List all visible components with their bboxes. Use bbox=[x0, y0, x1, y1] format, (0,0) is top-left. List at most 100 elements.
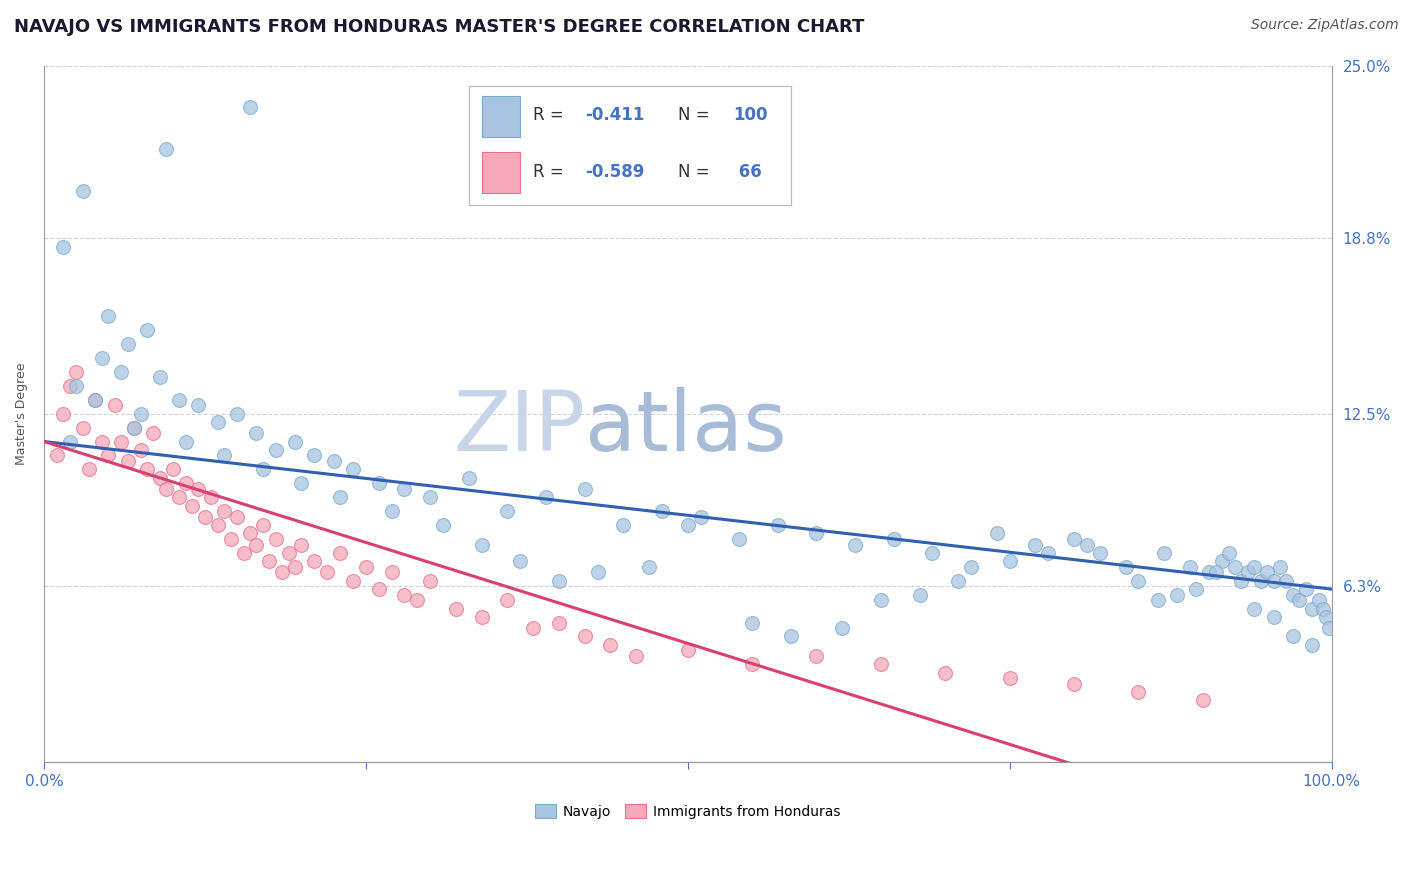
Point bbox=[806, 648, 828, 663]
Point bbox=[1191, 693, 1213, 707]
Point bbox=[90, 434, 112, 449]
Point bbox=[316, 566, 339, 580]
Point bbox=[284, 434, 307, 449]
Point bbox=[1223, 559, 1246, 574]
Point bbox=[612, 518, 634, 533]
Point bbox=[883, 532, 905, 546]
Point bbox=[65, 365, 87, 379]
Point bbox=[946, 574, 969, 588]
Point bbox=[59, 379, 82, 393]
Point bbox=[59, 434, 82, 449]
Point bbox=[381, 504, 404, 518]
Point bbox=[122, 420, 145, 434]
Text: NAVAJO VS IMMIGRANTS FROM HONDURAS MASTER'S DEGREE CORRELATION CHART: NAVAJO VS IMMIGRANTS FROM HONDURAS MASTE… bbox=[14, 18, 865, 36]
Point bbox=[329, 490, 352, 504]
Point bbox=[1288, 593, 1310, 607]
Point bbox=[264, 532, 287, 546]
Point bbox=[245, 426, 267, 441]
Point bbox=[1263, 610, 1285, 624]
Point bbox=[1243, 601, 1265, 615]
Point bbox=[1088, 546, 1111, 560]
Point bbox=[252, 462, 274, 476]
Point bbox=[921, 546, 943, 560]
Point bbox=[471, 537, 494, 551]
Point bbox=[689, 509, 711, 524]
Point bbox=[219, 532, 242, 546]
Point bbox=[394, 588, 416, 602]
Point bbox=[304, 449, 326, 463]
Point bbox=[97, 309, 120, 323]
Point bbox=[394, 482, 416, 496]
Point bbox=[239, 526, 262, 541]
Point bbox=[97, 449, 120, 463]
Point bbox=[908, 588, 931, 602]
Point bbox=[304, 554, 326, 568]
Point bbox=[110, 365, 132, 379]
Point bbox=[290, 537, 312, 551]
Point bbox=[1312, 601, 1334, 615]
Point bbox=[136, 462, 159, 476]
Point bbox=[84, 392, 107, 407]
Point bbox=[381, 566, 404, 580]
Point bbox=[290, 476, 312, 491]
Point bbox=[1243, 559, 1265, 574]
Point bbox=[1268, 559, 1291, 574]
Point bbox=[638, 559, 661, 574]
Point bbox=[1128, 685, 1150, 699]
Point bbox=[52, 239, 75, 253]
Point bbox=[444, 601, 467, 615]
Legend: Navajo, Immigrants from Honduras: Navajo, Immigrants from Honduras bbox=[530, 798, 846, 824]
Point bbox=[167, 392, 190, 407]
Point bbox=[1308, 593, 1330, 607]
Point bbox=[599, 638, 621, 652]
Point bbox=[1317, 621, 1340, 635]
Point bbox=[65, 379, 87, 393]
Point bbox=[252, 518, 274, 533]
Point bbox=[960, 559, 983, 574]
Point bbox=[367, 476, 389, 491]
Point bbox=[676, 518, 699, 533]
Point bbox=[509, 554, 531, 568]
Point bbox=[1282, 629, 1305, 643]
Point bbox=[174, 434, 197, 449]
Point bbox=[200, 490, 222, 504]
Point bbox=[1115, 559, 1137, 574]
Point bbox=[117, 337, 139, 351]
Point bbox=[741, 657, 763, 672]
Point bbox=[766, 518, 789, 533]
Point bbox=[342, 574, 364, 588]
Point bbox=[122, 420, 145, 434]
Point bbox=[271, 566, 294, 580]
Point bbox=[831, 621, 853, 635]
Point bbox=[676, 643, 699, 657]
Point bbox=[534, 490, 557, 504]
Point bbox=[155, 142, 177, 156]
Point bbox=[212, 504, 235, 518]
Point bbox=[496, 504, 519, 518]
Point bbox=[84, 392, 107, 407]
Point bbox=[471, 610, 494, 624]
Point bbox=[194, 509, 217, 524]
Point bbox=[45, 449, 67, 463]
Point bbox=[181, 499, 204, 513]
Point bbox=[432, 518, 454, 533]
Point bbox=[1185, 582, 1208, 596]
Point bbox=[239, 100, 262, 114]
Point bbox=[806, 526, 828, 541]
Point bbox=[1230, 574, 1253, 588]
Point bbox=[844, 537, 866, 551]
Point bbox=[1063, 677, 1085, 691]
Point bbox=[90, 351, 112, 365]
Point bbox=[72, 420, 94, 434]
Point bbox=[174, 476, 197, 491]
Point bbox=[1146, 593, 1168, 607]
Point bbox=[162, 462, 184, 476]
Point bbox=[342, 462, 364, 476]
Point bbox=[226, 509, 249, 524]
Point bbox=[779, 629, 801, 643]
Point bbox=[586, 566, 609, 580]
Point bbox=[419, 574, 441, 588]
Point bbox=[142, 426, 165, 441]
Point bbox=[1301, 638, 1323, 652]
Point bbox=[406, 593, 429, 607]
